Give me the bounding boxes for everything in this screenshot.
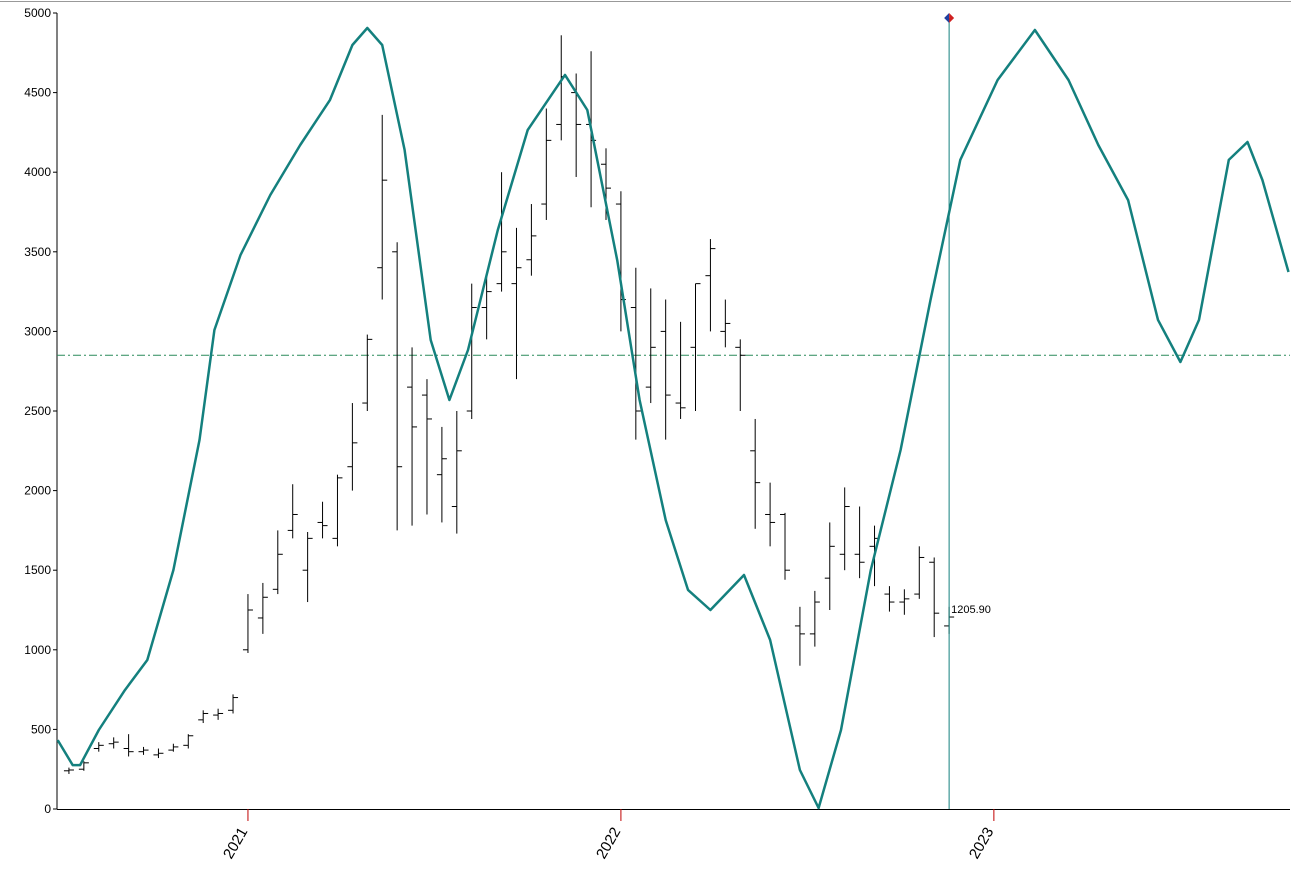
x-tick-label: 2021 — [220, 825, 251, 862]
cursor-marker — [944, 13, 950, 23]
y-tick-label: 3000 — [24, 324, 51, 338]
y-tick-label: 5000 — [24, 6, 51, 20]
y-tick-label: 3500 — [24, 245, 51, 259]
y-tick-label: 1500 — [24, 563, 51, 577]
x-tick-label: 2022 — [593, 825, 624, 862]
y-tick-label: 4500 — [24, 86, 51, 100]
x-tick-label: 2023 — [966, 824, 997, 861]
y-tick-label: 2500 — [24, 404, 51, 418]
cursor-marker — [949, 13, 955, 23]
y-tick-label: 0 — [44, 802, 51, 816]
y-tick-label: 500 — [31, 722, 51, 736]
y-tick-label: 4000 — [24, 165, 51, 179]
cycle-line — [56, 26, 1290, 810]
last-price-label: 1205.90 — [951, 604, 991, 616]
y-tick-label: 1000 — [24, 643, 51, 657]
y-tick-label: 2000 — [24, 484, 51, 498]
